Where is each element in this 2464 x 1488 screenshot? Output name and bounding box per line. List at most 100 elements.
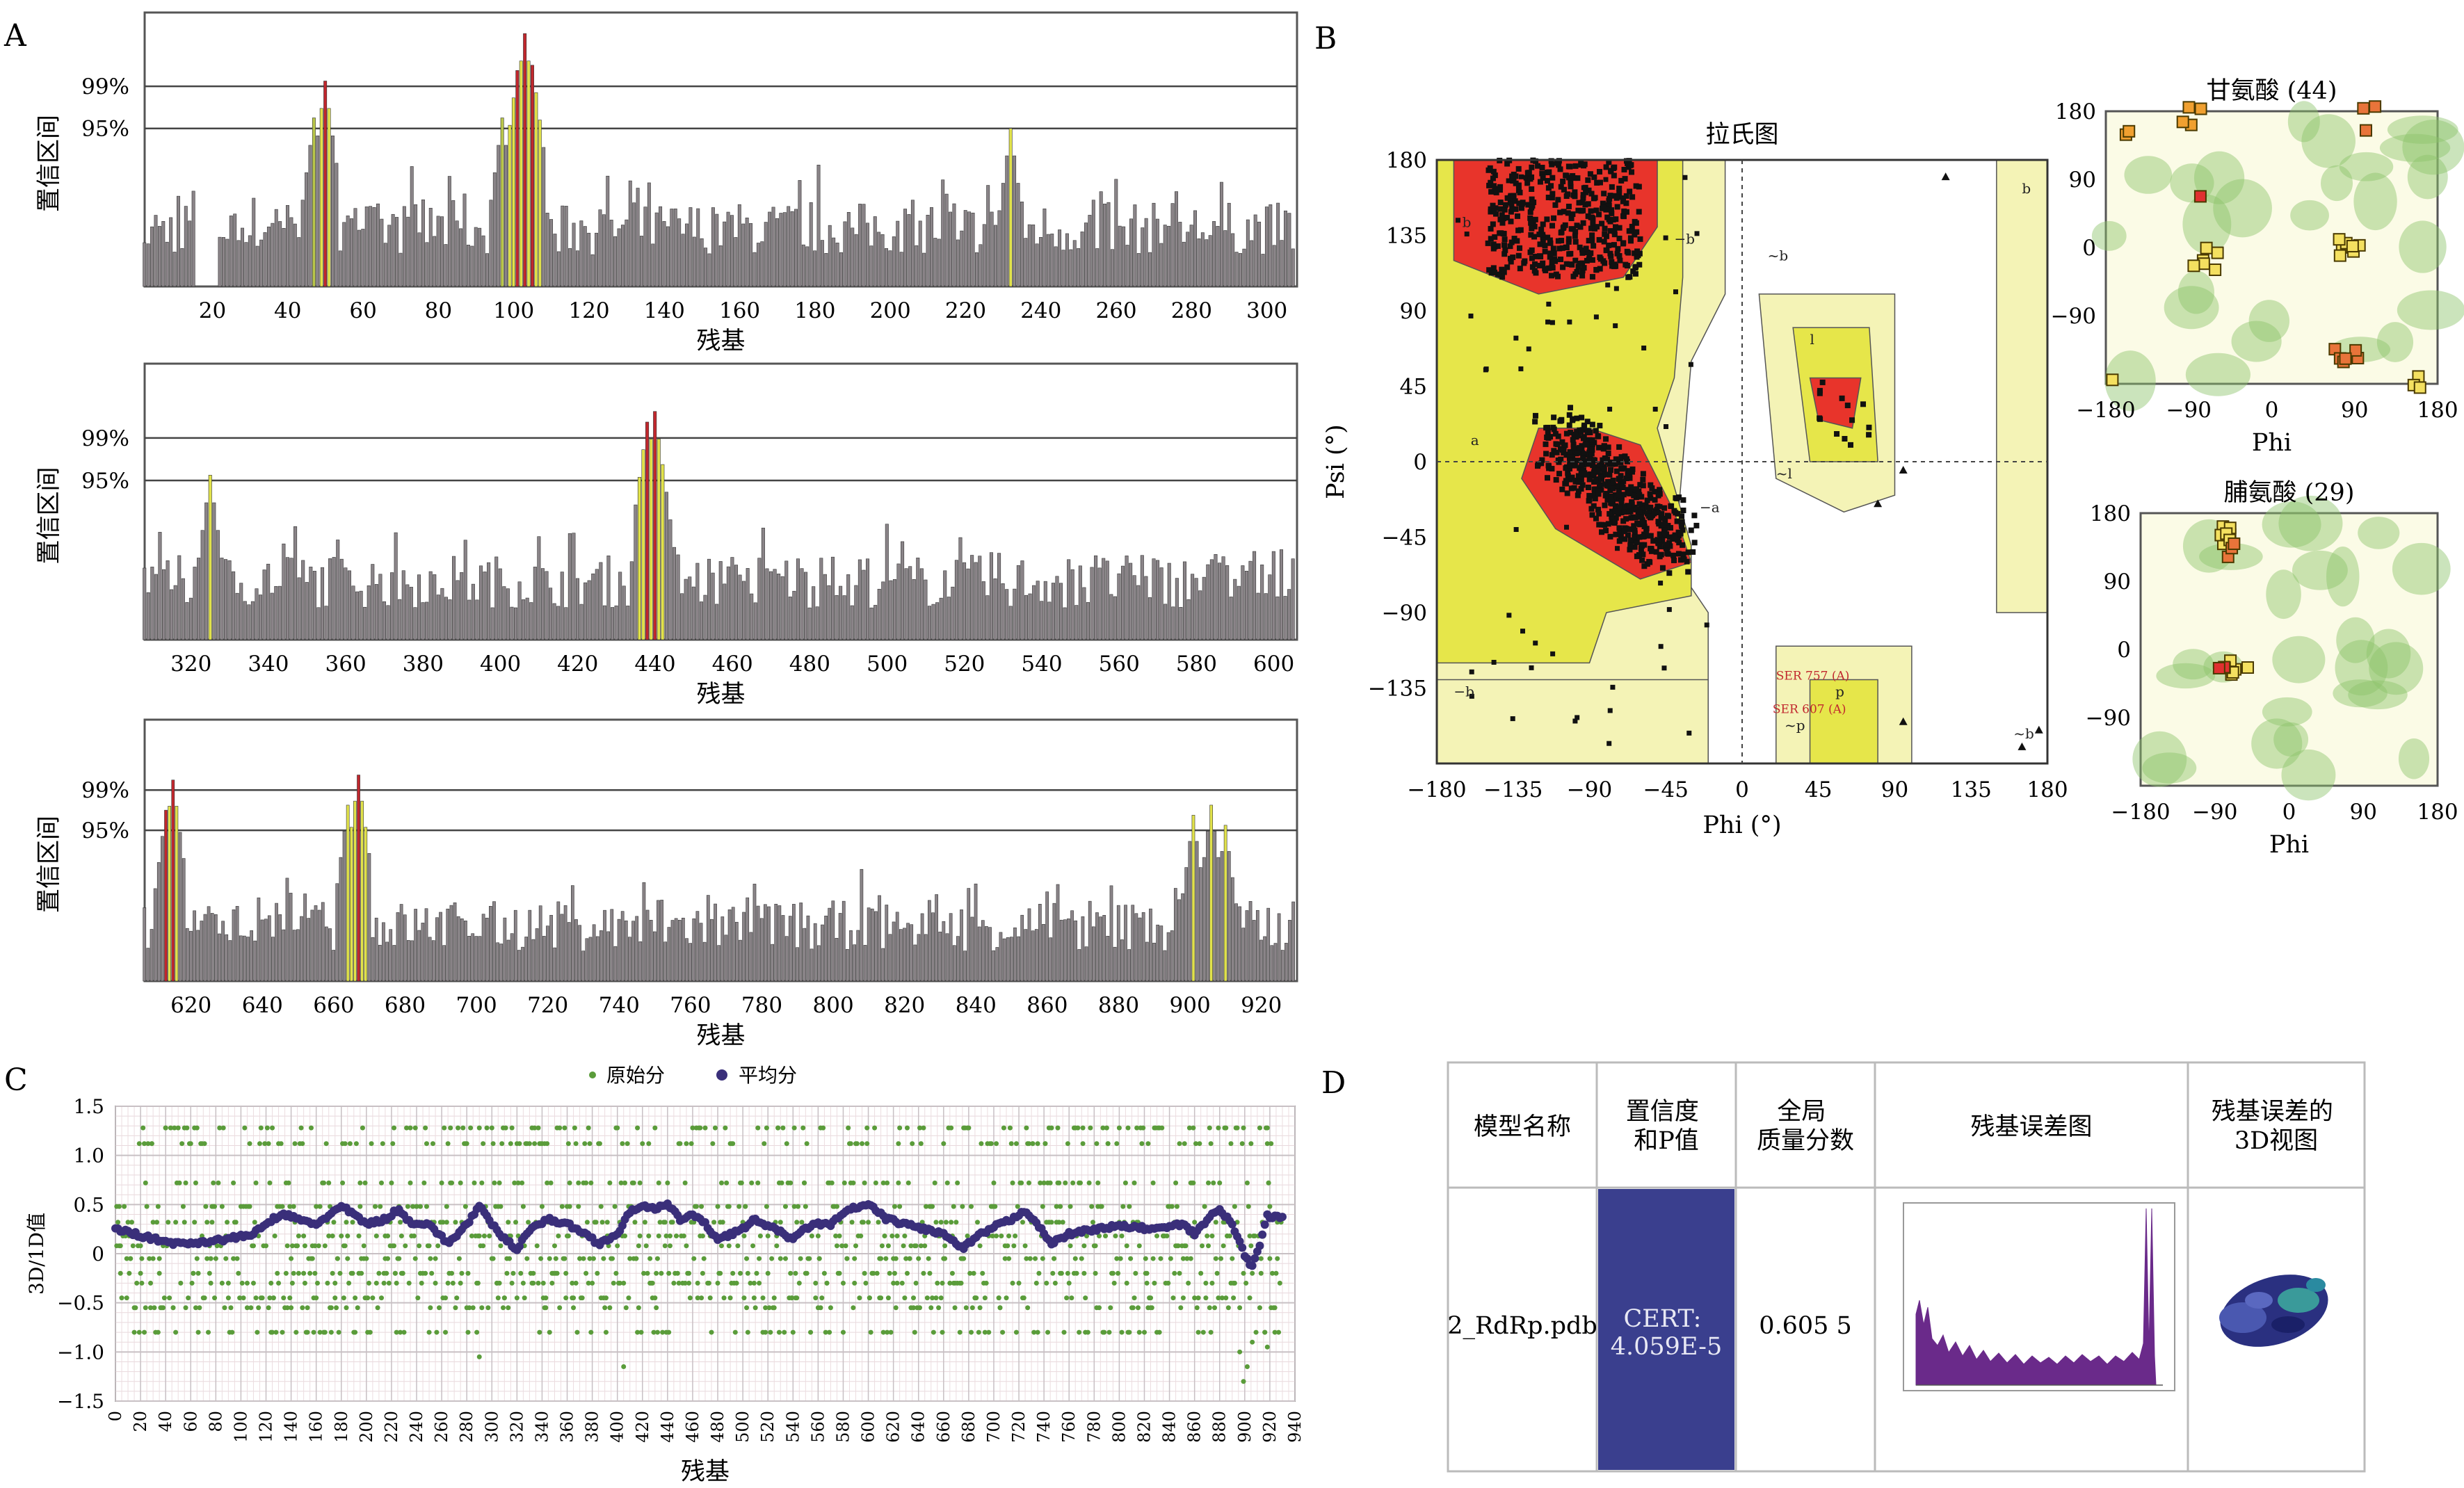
rama-point bbox=[1622, 261, 1629, 268]
rama-point bbox=[1616, 252, 1622, 259]
raw-score-point bbox=[903, 1256, 909, 1261]
residue-bar bbox=[1152, 942, 1156, 982]
residue-bar bbox=[625, 219, 629, 287]
raw-score-point bbox=[752, 1305, 758, 1311]
residue-bar bbox=[553, 234, 557, 287]
raw-score-point bbox=[1068, 1204, 1073, 1209]
rama-point bbox=[1601, 466, 1607, 472]
rama-point bbox=[1612, 461, 1618, 467]
residue-bar bbox=[232, 909, 236, 982]
raw-score-point bbox=[684, 1141, 689, 1147]
residue-bar bbox=[502, 586, 506, 640]
rama-point bbox=[1634, 539, 1640, 545]
rama-point bbox=[1644, 504, 1650, 510]
residue-bar bbox=[981, 920, 985, 982]
residue-bar bbox=[1129, 563, 1133, 640]
raw-score-point bbox=[1264, 1344, 1270, 1350]
rama-point bbox=[1627, 235, 1634, 241]
rama-point bbox=[1585, 460, 1591, 467]
residue-bar bbox=[803, 928, 807, 982]
residue-bar bbox=[1209, 804, 1213, 982]
raw-score-point bbox=[607, 1305, 613, 1311]
rama-point bbox=[1540, 260, 1546, 266]
raw-score-point bbox=[222, 1305, 227, 1311]
residue-bar bbox=[1252, 920, 1256, 982]
residue-bar bbox=[1159, 567, 1163, 640]
raw-score-point bbox=[992, 1204, 998, 1209]
rama-point bbox=[1568, 485, 1575, 492]
residue-bar bbox=[877, 232, 881, 287]
residue-bar bbox=[1129, 218, 1133, 287]
rama-point bbox=[1536, 253, 1543, 259]
rama-point bbox=[1556, 245, 1563, 252]
rama-point bbox=[1587, 456, 1593, 462]
raw-score-point bbox=[868, 1329, 873, 1335]
raw-score-point bbox=[642, 1220, 647, 1225]
raw-score-point bbox=[570, 1280, 575, 1286]
rama-point bbox=[1542, 248, 1548, 254]
raw-score-point bbox=[991, 1180, 997, 1186]
residue-bar bbox=[297, 577, 301, 640]
rama-point bbox=[1595, 478, 1602, 484]
residue-bar bbox=[857, 559, 862, 640]
rama-point bbox=[1597, 169, 1603, 175]
rama-point bbox=[1580, 220, 1586, 226]
residue-bar bbox=[823, 574, 827, 640]
raw-score-point bbox=[794, 1220, 800, 1225]
raw-score-point bbox=[376, 1270, 382, 1276]
residue-bar bbox=[421, 923, 425, 982]
residue-bar bbox=[407, 940, 410, 982]
raw-score-point bbox=[764, 1125, 769, 1131]
residue-bar bbox=[207, 906, 211, 982]
rama-point bbox=[1561, 186, 1567, 193]
rama-point bbox=[1866, 432, 1872, 438]
raw-score-point bbox=[983, 1280, 989, 1286]
raw-score-point bbox=[1035, 1329, 1040, 1335]
raw-score-point bbox=[1186, 1125, 1192, 1131]
raw-score-point bbox=[924, 1295, 930, 1301]
rama-point bbox=[1565, 238, 1572, 245]
residue-bar bbox=[951, 586, 955, 640]
residue-bar bbox=[1237, 585, 1241, 640]
rama-point bbox=[1561, 224, 1567, 230]
x-tick-label: −45 bbox=[1643, 777, 1689, 802]
residue-bar bbox=[1058, 229, 1062, 287]
residue-bar bbox=[561, 205, 565, 287]
x-tick-label: 220 bbox=[382, 1411, 401, 1443]
residue-bar bbox=[367, 853, 371, 982]
residue-bar bbox=[765, 568, 769, 640]
residue-bar bbox=[321, 902, 325, 982]
rama-point bbox=[1616, 186, 1622, 192]
residue-bar bbox=[200, 921, 204, 982]
residue-bar bbox=[150, 226, 154, 287]
rama-point bbox=[1659, 537, 1666, 543]
residue-bar bbox=[661, 464, 665, 640]
raw-score-point bbox=[910, 1141, 915, 1147]
x-tick-label: 280 bbox=[1171, 298, 1212, 323]
rama-point bbox=[1531, 223, 1538, 229]
raw-score-point bbox=[751, 1280, 757, 1286]
raw-score-point bbox=[621, 1364, 627, 1370]
residue-bar bbox=[730, 215, 734, 287]
residue-bar bbox=[1280, 240, 1284, 287]
rama-point bbox=[1629, 499, 1635, 505]
residue-bar bbox=[1214, 554, 1218, 640]
raw-score-point bbox=[253, 1295, 259, 1301]
raw-score-point bbox=[764, 1204, 769, 1209]
residue-bar bbox=[752, 252, 757, 287]
raw-score-point bbox=[698, 1125, 703, 1131]
residue-bar bbox=[344, 567, 348, 640]
residue-bar bbox=[986, 185, 990, 287]
raw-score-point bbox=[1244, 1364, 1250, 1370]
rama-point bbox=[1589, 421, 1595, 428]
residue-bar bbox=[319, 108, 323, 287]
raw-score-point bbox=[287, 1295, 293, 1301]
rama-point bbox=[1527, 209, 1533, 216]
raw-score-point bbox=[1166, 1280, 1171, 1286]
rama-point bbox=[1571, 462, 1577, 469]
raw-score-point bbox=[922, 1243, 928, 1249]
residue-bar bbox=[919, 568, 924, 640]
rama-point bbox=[1555, 197, 1561, 203]
raw-score-point bbox=[879, 1243, 885, 1249]
residue-bar bbox=[881, 581, 885, 640]
